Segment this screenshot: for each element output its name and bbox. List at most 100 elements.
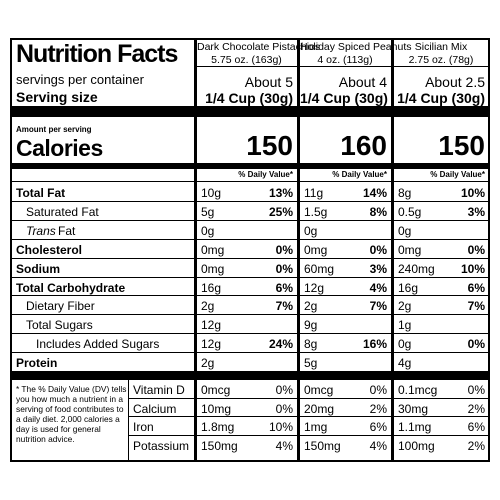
daily-value: 0% — [275, 261, 293, 276]
amount: 0mg — [201, 242, 225, 257]
amount: 0mcg — [304, 383, 334, 397]
daily-value: 13% — [268, 186, 293, 200]
dv-header: % Daily Value* — [332, 170, 387, 179]
amount: 2g — [201, 299, 215, 314]
product-weight: 2.75 oz. (78g) — [408, 54, 474, 66]
daily-value: 0% — [467, 337, 485, 352]
footnote: * The % Daily Value (DV) tells you how m… — [16, 384, 127, 445]
amount: 16g — [201, 280, 222, 295]
amount: 0g — [398, 337, 412, 352]
servings: About 2.5 — [425, 74, 485, 90]
daily-value: 6% — [467, 420, 485, 435]
amount: 1mg — [304, 420, 328, 435]
amount: 1g — [398, 318, 412, 333]
amount: 12g — [201, 318, 222, 333]
serving-size: 1/4 Cup (30g) — [397, 90, 485, 106]
amount: 60mg — [304, 261, 335, 276]
rule — [195, 66, 298, 67]
amount: 12g — [201, 337, 222, 352]
daily-value: 24% — [268, 337, 293, 352]
daily-value: 0% — [467, 383, 485, 397]
micro-label: Calcium — [133, 401, 177, 416]
servings-label: servings per container — [16, 72, 144, 87]
title: Nutrition Facts — [16, 40, 178, 68]
nutrient-label: Fat — [58, 223, 76, 238]
divider — [128, 380, 129, 462]
rule — [10, 238, 490, 240]
daily-value: 2% — [467, 438, 485, 453]
daily-value: 10% — [460, 261, 485, 276]
amount: 0.1mcg — [398, 383, 438, 397]
amount: 30mg — [398, 401, 429, 416]
servings: About 4 — [338, 74, 387, 90]
daily-value: 0% — [275, 383, 293, 397]
amount: 1.8mg — [201, 420, 235, 435]
amount: 1.1mg — [398, 420, 432, 435]
nutrient-prefix: Trans — [26, 223, 56, 238]
daily-value: 0% — [467, 242, 485, 257]
serving-size: 1/4 Cup (30g) — [300, 90, 388, 106]
amount: 240mg — [398, 261, 435, 276]
amount: 0mg — [304, 242, 328, 257]
daily-value: 8% — [369, 204, 387, 219]
amount: 0.5g — [398, 204, 422, 219]
daily-value: 0% — [275, 401, 293, 416]
rule — [10, 314, 490, 316]
rule — [128, 434, 490, 436]
dv-header: % Daily Value* — [430, 170, 485, 179]
daily-value: 2% — [467, 401, 485, 416]
daily-value: 6% — [275, 280, 293, 295]
rule — [10, 333, 490, 335]
micro-label: Vitamin D — [133, 383, 185, 397]
column-divider — [194, 38, 197, 462]
amount: 11g — [304, 186, 324, 200]
nutrient-label: Cholesterol — [16, 242, 83, 257]
amount: 0mg — [398, 242, 422, 257]
daily-value: 0% — [369, 383, 387, 397]
daily-value: 6% — [369, 420, 387, 435]
nutrient-label: Includes Added Sugars — [36, 337, 160, 352]
calories-label: Calories — [16, 135, 103, 161]
amount: 2g — [304, 299, 318, 314]
rule — [10, 219, 490, 221]
amount: 4g — [398, 356, 412, 371]
rule — [128, 397, 490, 399]
rule — [392, 66, 490, 67]
column-divider — [391, 38, 394, 462]
amount: 0mcg — [201, 383, 231, 397]
nutrient-label: Saturated Fat — [26, 204, 99, 219]
amount: 10g — [201, 186, 222, 200]
product-name: Dark Chocolate Pistachios — [197, 41, 321, 53]
amount: 2g — [398, 299, 412, 314]
serving-size: 1/4 Cup (30g) — [205, 90, 293, 106]
daily-value: 14% — [362, 186, 387, 200]
daily-value: 2% — [369, 401, 387, 416]
daily-value: 16% — [362, 337, 387, 352]
calories: 150 — [246, 130, 293, 161]
nutrient-label: Total Fat — [16, 186, 66, 200]
amount: 20mg — [304, 401, 335, 416]
daily-value: 0% — [369, 242, 387, 257]
nutrient-label: Total Carbohydrate — [16, 280, 126, 295]
daily-value: 0% — [275, 242, 293, 257]
amount: 5g — [304, 356, 318, 371]
amount: 0g — [398, 223, 412, 238]
micro-label: Iron — [133, 420, 154, 435]
daily-value: 4% — [369, 438, 387, 453]
daily-value: 10% — [460, 186, 485, 200]
amount: 0g — [304, 223, 318, 238]
rule — [10, 295, 490, 297]
amount-label: Amount per serving — [16, 125, 92, 134]
amount: 2g — [201, 356, 215, 371]
amount: 9g — [304, 318, 318, 333]
amount: 150mg — [201, 438, 238, 453]
amount: 12g — [304, 280, 325, 295]
thick-bar — [10, 163, 490, 169]
rule — [10, 200, 490, 202]
daily-value: 4% — [369, 280, 387, 295]
thick-bar — [10, 371, 490, 380]
thick-bar — [10, 106, 490, 117]
rule — [128, 416, 490, 418]
column-divider — [297, 38, 300, 462]
